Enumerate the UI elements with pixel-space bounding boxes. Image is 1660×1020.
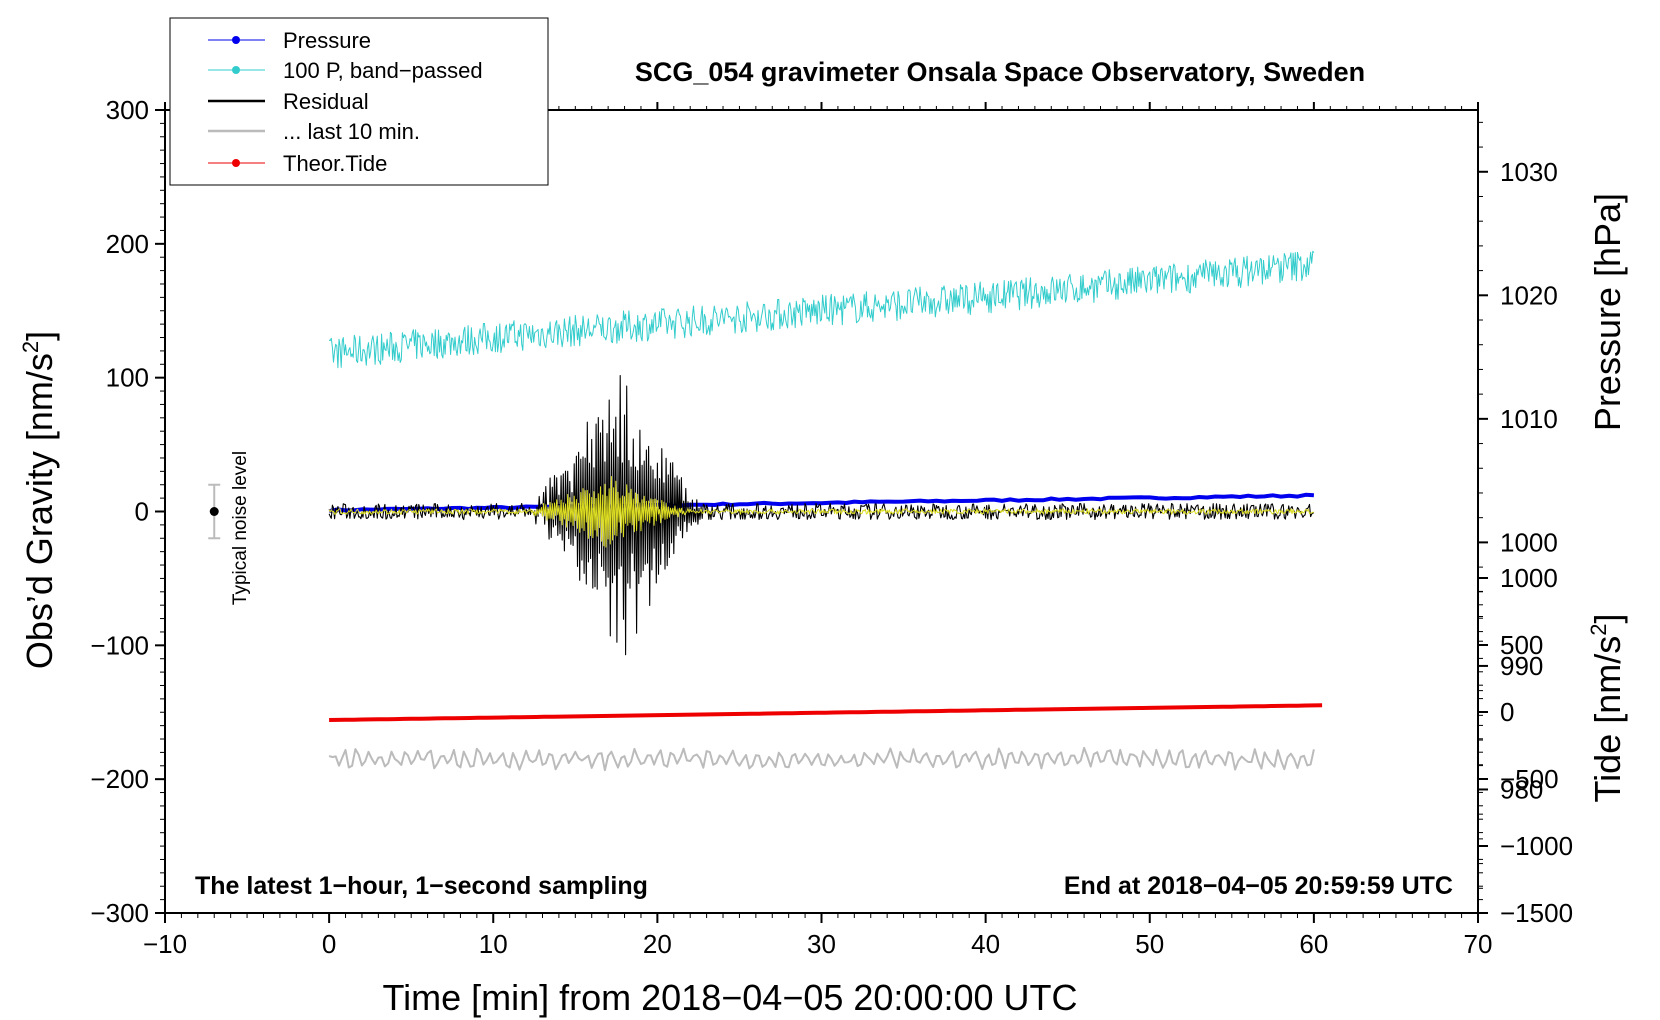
legend-marker-pressure — [232, 36, 240, 44]
legend-label-pressure: Pressure — [283, 28, 371, 53]
pressure-tick-label: 1000 — [1500, 527, 1558, 557]
y-tick-label-left: −300 — [90, 898, 149, 928]
y-tick-label-left: −200 — [90, 764, 149, 794]
legend-marker-bandpassed — [232, 66, 240, 74]
y-axis-title-tide-end: ] — [1587, 614, 1628, 624]
y-axis-title-gravity-main: Obs’d Gravity [nm/s — [19, 353, 60, 669]
legend-label-last10: ... last 10 min. — [283, 119, 420, 144]
noise-level-dot — [209, 507, 219, 516]
y-axis-title-gravity: Obs’d Gravity [nm/s2] — [18, 331, 60, 669]
series-line-5 — [328, 476, 1314, 548]
y-tick-label-left: 200 — [106, 229, 149, 259]
y-tick-label-left: 300 — [106, 95, 149, 125]
pressure-tick-label: 990 — [1500, 651, 1543, 681]
y-axis-title-tide-sup: 2 — [1586, 624, 1611, 636]
pressure-tick-label: 1020 — [1500, 280, 1558, 310]
legend-entry-tide: Theor.Tide — [208, 151, 387, 176]
tide-tick-label: 0 — [1500, 697, 1514, 727]
x-tick-label: 30 — [807, 929, 836, 959]
series-layer — [328, 250, 1323, 772]
series-line-3 — [328, 746, 1315, 772]
noise-level-label: Typical noise level — [230, 451, 251, 605]
legend-entry-residual: Residual — [208, 89, 369, 114]
x-tick-label: 10 — [479, 929, 508, 959]
pressure-tick-label: 1030 — [1500, 157, 1558, 187]
legend-label-bandpassed: 100 P, band−passed — [283, 58, 483, 83]
x-tick-label: 20 — [643, 929, 672, 959]
tide-tick-label: 500 — [1500, 630, 1543, 660]
tide-tick-label: −1000 — [1500, 831, 1573, 861]
y-axis-title-tide-main: Tide [nm/s — [1587, 636, 1628, 803]
tide-tick-label: −1500 — [1500, 898, 1573, 928]
y-tick-label-left: −100 — [90, 630, 149, 660]
x-tick-label: 50 — [1135, 929, 1164, 959]
y-tick-label-left: 0 — [135, 497, 149, 527]
legend-entry-last10: ... last 10 min. — [208, 119, 420, 144]
legend-entry-pressure: Pressure — [208, 28, 371, 53]
x-tick-label: 60 — [1299, 929, 1328, 959]
pressure-tick-label: 980 — [1500, 774, 1543, 804]
legend-marker-tide — [232, 159, 240, 167]
series-line-1 — [328, 250, 1315, 369]
legend: Pressure 100 P, band−passed Residual ...… — [169, 17, 549, 186]
tide-tick-label: −500 — [1500, 764, 1559, 794]
y-axis-title-pressure: Pressure [hPa] — [1587, 193, 1628, 431]
chart-title: SCG_054 gravimeter Onsala Space Observat… — [635, 57, 1365, 87]
pressure-tick-label: 1010 — [1500, 404, 1558, 434]
y-tick-label-left: 100 — [106, 363, 149, 393]
y-axis-title-gravity-end: ] — [19, 331, 60, 341]
y-axis-title-gravity-sup: 2 — [18, 341, 43, 353]
legend-label-residual: Residual — [283, 89, 369, 114]
series-line-2 — [328, 375, 1314, 656]
legend-label-tide: Theor.Tide — [283, 151, 387, 176]
footer-end-time: End at 2018−04−05 20:59:59 UTC — [1064, 872, 1453, 900]
footer-sampling-note: The latest 1−hour, 1−second sampling — [195, 872, 648, 900]
x-tick-label: −10 — [143, 929, 187, 959]
x-tick-label: 70 — [1464, 929, 1493, 959]
series-line-0 — [328, 492, 1314, 514]
x-tick-label: 0 — [322, 929, 336, 959]
axes-layer: −10 0 10 20 30 40 50 60 703002001000−100−200−300… — [90, 95, 1573, 959]
legend-entry-bandpassed: 100 P, band−passed — [208, 58, 483, 83]
y-axis-title-tide: Tide [nm/s2] — [1586, 614, 1628, 803]
x-axis-title: Time [min] from 2018−04−05 20:00:00 UTC — [382, 977, 1077, 1018]
tide-tick-label: 1000 — [1500, 563, 1558, 593]
x-tick-label: 40 — [971, 929, 1000, 959]
series-line-4 — [329, 703, 1323, 722]
